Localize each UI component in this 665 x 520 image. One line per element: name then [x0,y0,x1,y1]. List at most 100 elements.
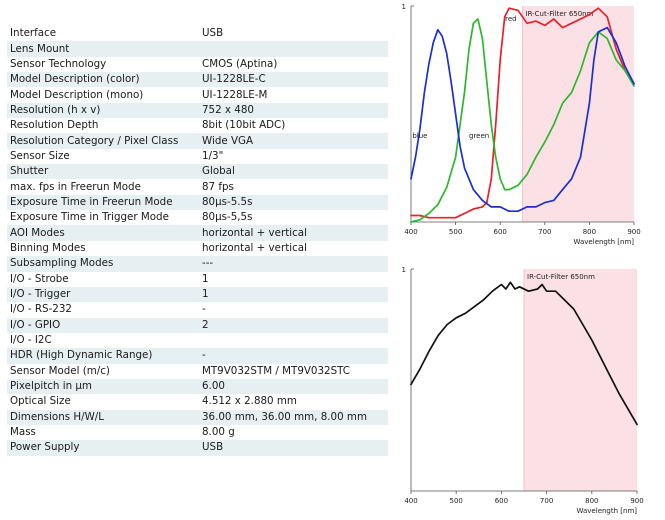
spec-row: Power Supply USB [7,440,388,456]
spec-label: HDR (High Dynamic Range) [10,349,153,362]
spec-row: Exposure Time in Freerun Mode 80µs-5.5s [7,194,388,211]
spec-value: 36.00 mm, 36.00 mm, 8.00 mm [202,410,367,423]
spec-row: max. fps in Freerun Mode 87 fps [7,179,388,195]
x-tick-label: 800 [585,497,598,505]
spec-value: 2 [202,318,209,331]
x-tick-label: 400 [404,497,417,505]
spec-table-body: Interface USB Lens Mount Sensor Technology C… [7,26,388,456]
spec-value: 1 [202,272,209,285]
spec-value: 87 fps [202,180,234,193]
spec-row: I/O - Trigger 1 [7,286,388,303]
x-axis-title: Wavelength [nm] [574,238,635,246]
spec-label: I/O - RS-232 [10,303,72,316]
spec-value: 80µs-5,5s [202,211,253,224]
spec-row: Binning Modes horizontal + vertical [7,240,388,257]
x-axis-title: Wavelength [nm] [577,507,638,515]
x-tick-label: 600 [495,497,508,505]
spec-row: Dimensions H/W/L 36.00 mm, 36.00 mm, 8.00… [7,409,388,425]
spec-label: Resolution (h x v) [10,103,101,116]
spec-row: Shutter Global [7,164,388,180]
spec-label: I/O - GPIO [10,318,61,331]
spec-value: UI-1228LE-C [202,73,266,86]
spec-value: --- [202,257,214,270]
spec-row: Lens Mount [7,41,388,57]
x-tick-label: 400 [404,228,417,236]
spec-value: - [202,303,206,316]
spec-value: 80µs-5.5s [202,195,253,208]
spec-label: Mass [10,426,36,439]
spec-label: AOI Modes [10,226,65,239]
spec-row: I/O - Strobe 1 [7,271,388,287]
x-tick-label: 500 [449,228,462,236]
spec-row: Resolution Depth 8bit (10bit ADC) [7,118,388,134]
spec-row: Resolution (h x v) 752 x 480 [7,102,388,119]
spec-row: Exposure Time in Trigger Mode 80µs-5,5s [7,210,388,226]
spec-row: HDR (High Dynamic Range) - [7,348,388,364]
ir-cut-filter-band [522,6,634,222]
spec-label: Exposure Time in Freerun Mode [10,195,173,208]
spec-label: Lens Mount [10,42,70,55]
spec-row: Resolution Category / Pixel Class Wide VG… [7,133,388,149]
spec-value: CMOS (Aptina) [202,57,278,70]
spec-row: Interface USB [7,26,388,42]
ir-cut-filter-band [524,269,637,491]
spec-row: Sensor Technology CMOS (Aptina) [7,56,388,73]
spec-value [199,41,388,56]
spec-label: Model Description (color) [10,73,140,86]
spec-value: 8bit (10bit ADC) [202,119,286,132]
spec-value: USB [202,441,224,454]
series-line-red [410,7,635,219]
spec-row: Pixelpitch in µm 6.00 [7,378,388,395]
spec-row: Sensor Model (m/c) MT9V032STM / MT9V032ST… [7,363,388,379]
spec-value: 752 x 480 [202,103,254,116]
x-tick-label: 600 [494,228,507,236]
series-label-blue: blue [412,132,427,140]
spec-label: Model Description (mono) [10,88,144,101]
series-line-blue [410,26,635,213]
spec-row: Sensor Size 1/3" [7,148,388,165]
spec-label: Resolution Category / Pixel Class [10,134,179,147]
x-tick-label: 700 [540,497,553,505]
y-tick-label: 1 [402,3,406,11]
spec-row: Subsampling Modes --- [7,256,388,272]
spec-label: Binning Modes [10,241,86,254]
spec-label: Shutter [10,165,49,178]
x-tick-label: 700 [538,228,551,236]
spec-label: Exposure Time in Trigger Mode [10,211,169,224]
x-tick-label: 900 [627,228,640,236]
series-line-green [410,18,635,223]
spectral-response-color-chart: 400 500 600 700 800 900 1 Wavelength [nm] IR-Cut… [402,3,641,246]
spec-value: horizontal + vertical [202,226,307,239]
spec-row: I/O - GPIO 2 [7,317,388,333]
spec-label: I/O - Strobe [10,272,69,285]
spec-value: USB [202,27,224,40]
x-tick-label: 800 [583,228,596,236]
spec-value [199,333,388,348]
spec-row: Optical Size 4.512 x 2.880 mm [7,394,388,410]
spec-label: Sensor Size [10,149,70,162]
spec-value: 6.00 [202,380,225,393]
spec-value: horizontal + vertical [202,241,307,254]
y-tick-label: 1 [402,266,406,274]
spec-label: Power Supply [10,441,80,454]
spec-label: Subsampling Modes [10,257,114,270]
spec-row: Mass 8.00 g [7,424,388,441]
series-label-green: green [469,132,489,140]
ir-cut-filter-label: IR-Cut-Filter 650nm [527,273,595,281]
spec-row: Model Description (color) UI-1228LE-C [7,72,388,88]
x-tick-label: 500 [450,497,463,505]
spec-value: 8.00 g [202,426,235,439]
ir-cut-filter-label: IR-Cut-Filter 650nm [526,10,594,18]
spec-label: Sensor Model (m/c) [10,364,110,377]
spec-label: Resolution Depth [10,119,99,132]
spec-value: 4.512 x 2.880 mm [202,395,297,408]
spec-value: - [202,349,206,362]
spec-row: AOI Modes horizontal + vertical [7,225,388,241]
spec-label: Sensor Technology [10,57,107,70]
spec-value: MT9V032STM / MT9V032STC [202,364,350,377]
spec-value: Global [202,165,235,178]
spec-row: I/O - RS-232 - [7,302,388,318]
spec-label: max. fps in Freerun Mode [10,180,141,193]
spec-label: Pixelpitch in µm [10,380,92,393]
spec-label: Dimensions H/W/L [10,410,104,423]
